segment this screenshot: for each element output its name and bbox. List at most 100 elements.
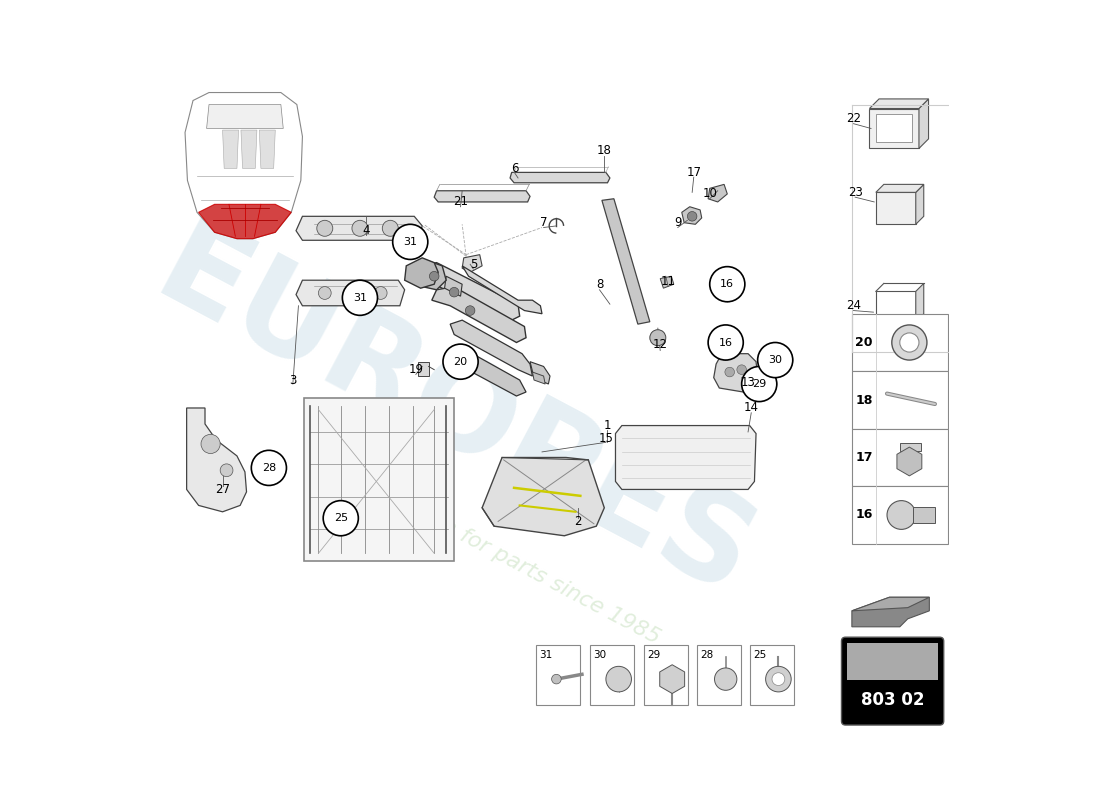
Circle shape (710, 266, 745, 302)
Polygon shape (660, 276, 674, 288)
Text: 27: 27 (216, 483, 230, 496)
Text: 7: 7 (540, 216, 548, 230)
Text: 3: 3 (289, 374, 297, 386)
Polygon shape (896, 447, 922, 476)
Text: 10: 10 (702, 187, 717, 201)
Polygon shape (682, 206, 702, 224)
Circle shape (551, 674, 561, 684)
Polygon shape (869, 109, 918, 149)
Text: 17: 17 (686, 166, 702, 179)
Polygon shape (918, 99, 928, 149)
Bar (750, 645, 794, 705)
Text: 31: 31 (353, 293, 367, 302)
Circle shape (892, 325, 927, 360)
Polygon shape (616, 426, 756, 490)
Text: 24: 24 (846, 299, 861, 312)
Polygon shape (869, 99, 928, 109)
Text: 2: 2 (574, 515, 582, 528)
Circle shape (606, 666, 631, 692)
Text: 11: 11 (661, 275, 675, 288)
Text: a passion for parts since 1985: a passion for parts since 1985 (356, 472, 663, 647)
Polygon shape (185, 93, 302, 238)
Polygon shape (462, 266, 542, 314)
Polygon shape (296, 216, 422, 240)
Polygon shape (416, 262, 519, 322)
Circle shape (342, 280, 377, 315)
Text: 16: 16 (718, 338, 733, 347)
Text: 25: 25 (754, 650, 767, 660)
Polygon shape (222, 130, 239, 169)
Text: 17: 17 (855, 451, 872, 464)
Polygon shape (876, 291, 916, 322)
Polygon shape (714, 354, 758, 392)
Text: 21: 21 (453, 195, 469, 209)
Text: 16: 16 (855, 509, 872, 522)
Circle shape (688, 211, 697, 221)
Polygon shape (241, 130, 257, 169)
Circle shape (741, 366, 777, 402)
Circle shape (715, 668, 737, 690)
Polygon shape (199, 204, 292, 238)
Text: 30: 30 (593, 650, 606, 660)
Text: 19: 19 (408, 363, 424, 376)
Polygon shape (510, 172, 609, 182)
Text: 1: 1 (604, 419, 612, 432)
Circle shape (450, 287, 459, 297)
Polygon shape (708, 184, 727, 202)
Text: 20: 20 (855, 336, 872, 349)
Text: 28: 28 (262, 463, 276, 473)
Text: 29: 29 (752, 379, 767, 389)
Polygon shape (660, 665, 684, 694)
Text: 13: 13 (740, 376, 756, 389)
Polygon shape (444, 276, 462, 296)
Polygon shape (851, 598, 929, 627)
Text: 15: 15 (598, 432, 614, 445)
Text: EUROPES: EUROPES (136, 209, 772, 623)
Polygon shape (434, 190, 530, 202)
Polygon shape (876, 184, 924, 192)
Bar (847, 642, 938, 679)
Polygon shape (405, 258, 438, 288)
Circle shape (758, 342, 793, 378)
Polygon shape (462, 254, 482, 272)
Text: 23: 23 (848, 186, 862, 199)
Bar (876, 114, 912, 142)
Polygon shape (207, 105, 284, 129)
Text: 6: 6 (512, 162, 518, 175)
Text: 9: 9 (674, 216, 682, 230)
Text: 22: 22 (846, 112, 861, 126)
Circle shape (900, 333, 918, 352)
Polygon shape (296, 280, 405, 306)
Polygon shape (876, 192, 916, 224)
Text: 12: 12 (652, 338, 668, 350)
Circle shape (318, 286, 331, 299)
Circle shape (352, 220, 367, 236)
Bar (536, 645, 580, 705)
Circle shape (650, 330, 666, 346)
Circle shape (766, 666, 791, 692)
Text: 31: 31 (404, 237, 417, 247)
Polygon shape (260, 130, 275, 169)
Polygon shape (448, 346, 526, 396)
Text: 30: 30 (768, 355, 782, 365)
Circle shape (220, 464, 233, 477)
Bar (851, 429, 948, 486)
Circle shape (737, 365, 747, 374)
Polygon shape (415, 260, 447, 290)
Text: 803 02: 803 02 (861, 691, 924, 710)
Bar (697, 645, 741, 705)
Text: 16: 16 (720, 279, 735, 290)
Text: 25: 25 (333, 513, 348, 523)
Polygon shape (530, 362, 550, 384)
Polygon shape (900, 443, 922, 451)
Polygon shape (916, 184, 924, 224)
Text: 20: 20 (453, 357, 468, 366)
Bar (304, 398, 454, 562)
Text: 18: 18 (855, 394, 872, 406)
Polygon shape (851, 598, 929, 611)
Polygon shape (602, 198, 650, 324)
Bar (851, 371, 948, 429)
Circle shape (317, 220, 333, 236)
Polygon shape (187, 408, 246, 512)
Polygon shape (418, 362, 429, 376)
